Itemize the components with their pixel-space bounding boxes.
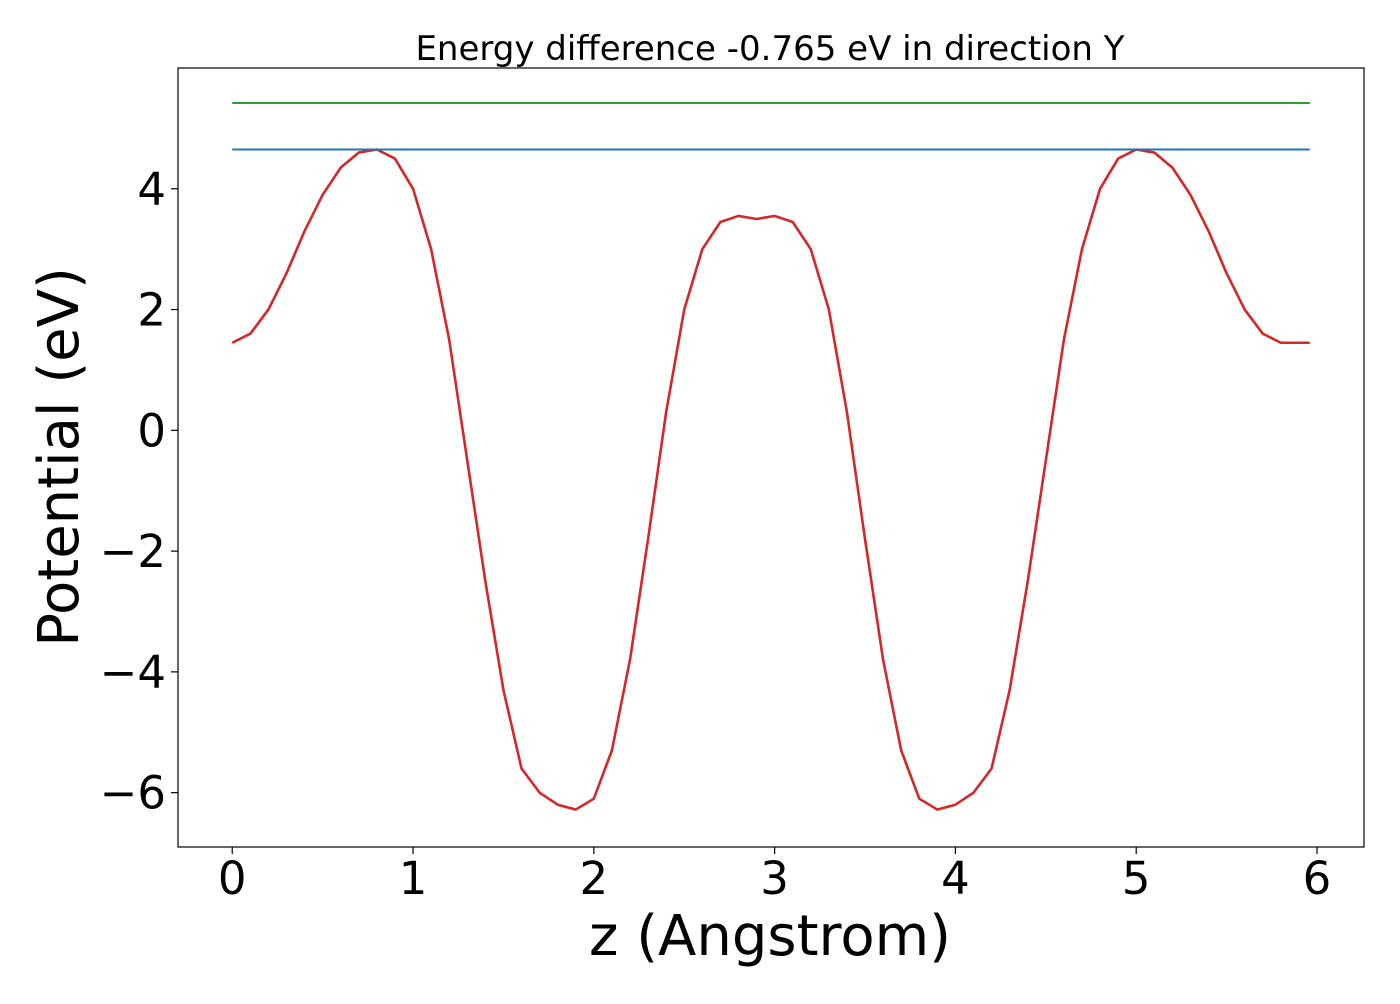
y-tick-label: −6 xyxy=(100,767,166,820)
chart-title: Energy difference -0.765 eV in direction… xyxy=(415,29,1124,69)
x-tick-label: 5 xyxy=(1122,852,1151,905)
x-tick-label: 0 xyxy=(218,852,247,905)
y-tick-label: −4 xyxy=(100,646,166,699)
x-tick-label: 6 xyxy=(1303,852,1332,905)
y-axis-label: Potential (eV) xyxy=(27,267,92,647)
x-tick-label: 3 xyxy=(760,852,789,905)
x-tick-label: 2 xyxy=(580,852,609,905)
series-line-0 xyxy=(231,148,1310,811)
y-tick-label: −2 xyxy=(100,525,166,578)
x-tick-label: 4 xyxy=(941,852,970,905)
y-tick-label: 4 xyxy=(137,163,166,216)
x-tick-label: 1 xyxy=(399,852,428,905)
x-axis-label: z (Angstrom) xyxy=(589,904,951,969)
y-tick-label: 0 xyxy=(137,404,166,457)
plot-frame xyxy=(177,67,1365,848)
y-tick-label: 2 xyxy=(137,284,166,337)
